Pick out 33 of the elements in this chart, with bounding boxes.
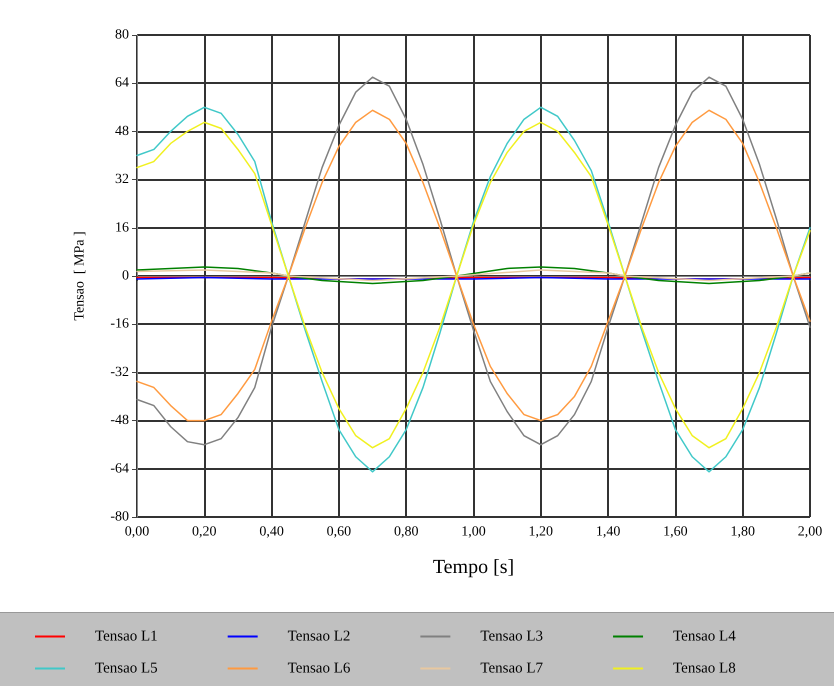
y-tick-label: -64 <box>110 461 129 476</box>
legend-label: Tensao L4 <box>673 628 736 644</box>
x-tick-label: 0,60 <box>326 524 352 540</box>
legend-label: Tensao L1 <box>95 628 158 644</box>
y-tick-label: -16 <box>110 316 129 332</box>
y-tick-label: 32 <box>115 172 129 188</box>
y-tick-label: 64 <box>115 76 129 91</box>
y-tick-label: 80 <box>115 28 129 42</box>
legend-label: Tensao L7 <box>480 660 544 676</box>
x-tick-label: 0,80 <box>394 524 418 540</box>
y-tick-label: 0 <box>122 268 129 284</box>
y-tick-label: -80 <box>110 510 129 524</box>
x-tick-label: 1,60 <box>663 524 688 540</box>
y-tick-label: 16 <box>115 220 129 236</box>
x-tick-label: 0,40 <box>259 524 284 540</box>
x-axis-title: Tempo [s] <box>432 556 514 578</box>
legend-label: Tensao L8 <box>673 660 736 676</box>
line-series <box>136 269 811 282</box>
x-tick-label: 0,00 <box>124 524 150 540</box>
y-tick-label: 48 <box>115 124 129 139</box>
x-tick-label: 0,20 <box>192 524 217 540</box>
x-tick-label: 1,20 <box>528 524 554 540</box>
x-tick-label: 1,40 <box>596 524 620 540</box>
x-tick-label: 1,80 <box>730 524 755 540</box>
legend-label: Tensao L5 <box>95 660 158 676</box>
y-tick-label: -32 <box>110 364 129 380</box>
legend-label: Tensao L3 <box>480 628 544 644</box>
legend-label: Tensao L6 <box>288 660 351 676</box>
x-tick-label: 1,00 <box>461 524 486 540</box>
y-tick-label: -48 <box>110 413 129 428</box>
y-axis-title: Tensao [ MPa ] <box>72 231 88 321</box>
legend-label: Tensao L2 <box>288 628 350 644</box>
x-tick-label: 2,00 <box>798 524 822 540</box>
